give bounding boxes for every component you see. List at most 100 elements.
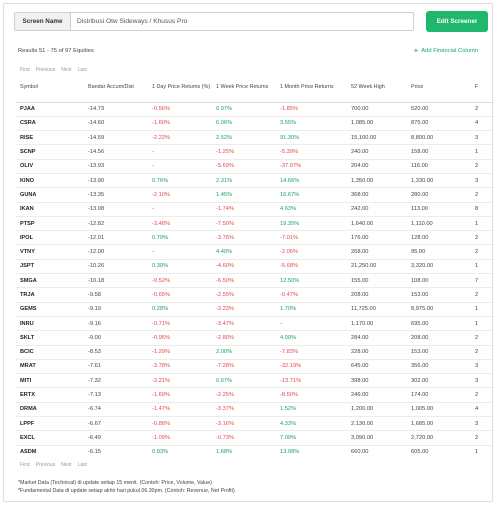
- table-row[interactable]: INRU -9.16 -0.71% -3.47% -1,170.00 695.00 1: [16, 316, 494, 332]
- column-header-symbol[interactable]: Symbol: [16, 76, 88, 103]
- last-page-link[interactable]: Last: [77, 67, 87, 73]
- column-header-1day-returns[interactable]: 1 Day Price Returns (%): [152, 76, 216, 103]
- cell-bandar: -9.16: [88, 316, 152, 332]
- column-header-price[interactable]: Price: [411, 76, 475, 103]
- cell-symbol[interactable]: IKAN: [16, 202, 88, 217]
- cell-symbol[interactable]: OLIV: [16, 159, 88, 174]
- table-row[interactable]: LPPF -6.67 -0.88% -3.16% 4.33% 2,130.00 1,685.…: [16, 416, 494, 432]
- cell-symbol[interactable]: BCIC: [16, 345, 88, 360]
- cell-symbol[interactable]: KINO: [16, 173, 88, 189]
- cell-1day-returns: 0.79%: [152, 230, 216, 246]
- table-row[interactable]: SCNP -14.56- -1.25% -5.39% 240.00 158.00 1: [16, 144, 494, 160]
- cell-symbol[interactable]: JSPT: [16, 259, 88, 275]
- table-row[interactable]: GEMS -9.19 0.28% -3.23% 1.70% 11,725.00 8,975.…: [16, 302, 494, 317]
- cell-52week-high: 1,170.00: [351, 316, 411, 332]
- table-row[interactable]: OLIV -13.93- -5.69% -37.97% 204.00 116.00 2: [16, 159, 494, 174]
- screener-header: Screen Name Distribusi Otw Sideways / Kh…: [14, 11, 488, 35]
- table-row[interactable]: JSPT -10.26 0.30% -4.60% -5.68% 21,250.00 3,32…: [16, 259, 494, 275]
- table-row[interactable]: CSRA -14.60 -1.60% 6.06% 3.55% 1,085.00 875.00…: [16, 116, 494, 132]
- cell-price: 280.00: [411, 187, 475, 203]
- cell-f: 2: [475, 387, 494, 403]
- next-page-link[interactable]: Next: [61, 67, 72, 73]
- cell-price: 128.00: [411, 230, 475, 246]
- cell-symbol[interactable]: SCNP: [16, 144, 88, 160]
- table-row[interactable]: IKAN -13.08- -1.74% 4.63% 242.00 113.00 8: [16, 202, 494, 217]
- cell-symbol[interactable]: SKLT: [16, 330, 88, 346]
- cell-price: 116.00: [411, 159, 475, 174]
- last-page-link[interactable]: Last: [77, 462, 87, 468]
- cell-symbol[interactable]: GUNA: [16, 187, 88, 203]
- cell-52week-high: 1,350.00: [351, 173, 411, 189]
- cell-symbol[interactable]: RISE: [16, 130, 88, 146]
- add-financial-column-link[interactable]: + Add Financial Column: [414, 47, 478, 55]
- table-row[interactable]: RISE -14.59 -2.22% 2.52% 91.30% 15,100.00 8,80…: [16, 130, 494, 146]
- table-row[interactable]: DRMA -6.74 -1.47% -3.37% 1.52% 1,200.00 1,005.…: [16, 402, 494, 418]
- table-row[interactable]: ASDM -6.15 0.83% 1.68% 13.08% 660.00 605.00 1: [16, 445, 494, 458]
- footnotes: *Market Data (Technical) di update setia…: [18, 480, 235, 495]
- cell-1month-returns: 91.30%: [280, 130, 351, 146]
- cell-1month-returns: -: [280, 316, 351, 332]
- table-row[interactable]: PJAA -14.73 -0.56% 0.97% -1.85% 700.00 520.00 2: [16, 102, 494, 117]
- cell-symbol[interactable]: MITI: [16, 373, 88, 389]
- cell-1day-returns: -2.22%: [152, 130, 216, 146]
- table-row[interactable]: MITI -7.32 -3.21% 0.67% -13.71% 398.00 302.00 3: [16, 373, 494, 389]
- column-header-1week-returns[interactable]: 1 Week Price Returns: [216, 76, 280, 103]
- cell-symbol[interactable]: ERTX: [16, 387, 88, 403]
- cell-symbol[interactable]: PTSP: [16, 216, 88, 232]
- table-row[interactable]: VTNY -12.00-4.40% -2.06% 268.00 95.00 2: [16, 244, 494, 260]
- cell-symbol[interactable]: ASDM: [16, 445, 88, 458]
- table-row[interactable]: ERTX -7.13 -1.69% -2.25% -8.50% 246.00 174.00 2: [16, 387, 494, 403]
- table-row[interactable]: KINO -13.90 0.76% 2.31% 14.66% 1,350.00 1,330.…: [16, 173, 494, 189]
- cell-f: 1: [475, 445, 494, 458]
- table-row[interactable]: PTSP -12.82 -3.48% -7.50% 19.35% 1,640.00 1,11…: [16, 216, 494, 232]
- cell-symbol[interactable]: INRU: [16, 316, 88, 332]
- table-row[interactable]: EXCL -6.49 -1.09% -0.73% 7.09% 3,090.00 2,720.…: [16, 430, 494, 446]
- screen-name-field[interactable]: Screen Name Distribusi Otw Sideways / Kh…: [14, 12, 414, 31]
- column-header-52week-high[interactable]: 52 Week High: [351, 76, 411, 103]
- cell-1week-returns: -3.76%: [216, 230, 280, 246]
- cell-52week-high: 155.00: [351, 273, 411, 289]
- cell-1day-returns: -3.21%: [152, 373, 216, 389]
- cell-price: 8,800.00: [411, 130, 475, 146]
- cell-symbol[interactable]: MRAT: [16, 359, 88, 375]
- next-page-link[interactable]: Next: [61, 462, 72, 468]
- cell-1day-returns: -3.48%: [152, 216, 216, 232]
- cell-symbol[interactable]: DRMA: [16, 402, 88, 418]
- cell-symbol[interactable]: PJAA: [16, 102, 88, 117]
- cell-symbol[interactable]: VTNY: [16, 244, 88, 260]
- table-row[interactable]: SKLT -9.00 -0.95% -2.80% 4.00% 284.00 208.00 2: [16, 330, 494, 346]
- cell-symbol[interactable]: IPOL: [16, 230, 88, 246]
- cell-price: 302.00: [411, 373, 475, 389]
- footnote-market-data: *Market Data (Technical) di update setia…: [18, 480, 212, 486]
- first-page-link[interactable]: First: [20, 462, 30, 468]
- cell-symbol[interactable]: EXCL: [16, 430, 88, 446]
- cell-price: 1,005.00: [411, 402, 475, 418]
- cell-bandar: -10.18: [88, 273, 152, 289]
- table-row[interactable]: GUNA -13.35 -2.10% 1.45% 16.67% 368.00 280.00 2: [16, 187, 494, 203]
- first-page-link[interactable]: First: [20, 67, 30, 73]
- column-header-f[interactable]: F: [475, 76, 494, 103]
- table-row[interactable]: IPOL -12.01 0.79% -3.76% -7.01% 176.00 128.00 2: [16, 230, 494, 246]
- cell-price: 875.00: [411, 116, 475, 132]
- cell-f: 1: [475, 144, 494, 160]
- cell-1day-returns: -1.29%: [152, 345, 216, 360]
- cell-symbol[interactable]: CSRA: [16, 116, 88, 132]
- cell-52week-high: 228.00: [351, 345, 411, 360]
- previous-page-link[interactable]: Previous: [35, 462, 56, 468]
- cell-symbol[interactable]: TRJA: [16, 287, 88, 303]
- table-row[interactable]: MRAT -7.61 -3.78% -7.28% -32.19% 645.00 356.00…: [16, 359, 494, 375]
- table-row[interactable]: SMGA -10.18 -0.52% -6.50% 12.50% 155.00 108.00…: [16, 273, 494, 289]
- table-row[interactable]: TRJA -9.58 -0.65% -2.55% -0.47% 208.00 153.00 2: [16, 287, 494, 303]
- cell-symbol[interactable]: SMGA: [16, 273, 88, 289]
- cell-symbol[interactable]: LPPF: [16, 416, 88, 432]
- previous-page-link[interactable]: Previous: [35, 67, 56, 73]
- edit-screener-button[interactable]: Edit Screener: [426, 11, 488, 32]
- table-row[interactable]: BCIC -8.53 -1.29% 2.00% -7.83% 228.00 153.00 2: [16, 345, 494, 360]
- column-header-1month-returns[interactable]: 1 Month Price Returns: [280, 76, 351, 103]
- cell-52week-high: 1,640.00: [351, 216, 411, 232]
- cell-1day-returns: 0.76%: [152, 173, 216, 189]
- screen-name-value[interactable]: Distribusi Otw Sideways / Khusus Pro: [77, 18, 188, 25]
- column-header-bandar[interactable]: Bandar Accum/Dist: [88, 76, 152, 103]
- cell-symbol[interactable]: GEMS: [16, 302, 88, 317]
- cell-1month-returns: 16.67%: [280, 187, 351, 203]
